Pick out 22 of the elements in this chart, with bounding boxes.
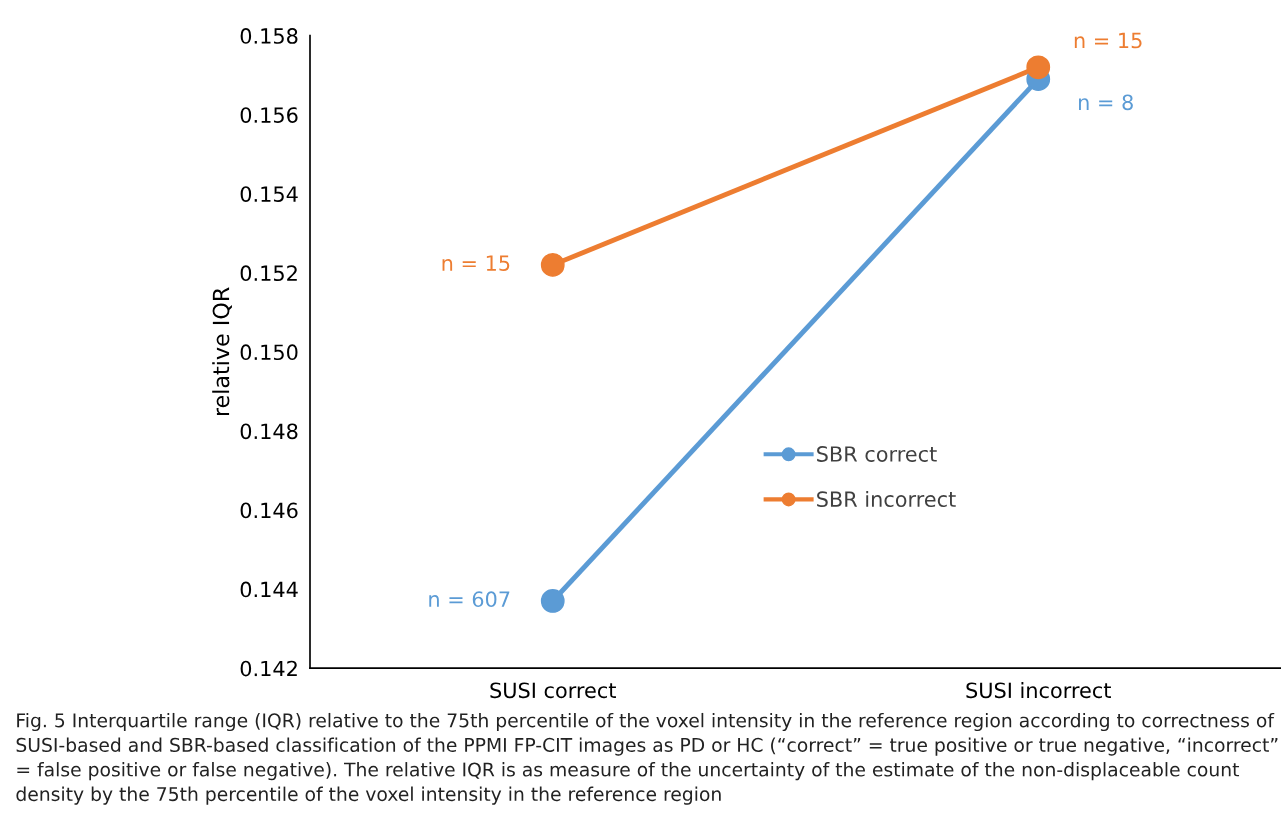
y-tick-label: 0.156 xyxy=(240,107,298,123)
point xyxy=(1026,55,1051,80)
x-tick-label: SUSI correct xyxy=(490,682,616,699)
legend-label: SBR correct xyxy=(817,446,937,462)
y-tick-label: 0.150 xyxy=(240,344,298,361)
y-tick-label: 0.144 xyxy=(240,581,298,598)
caption: Fig. 5 Interquartile range (IQR) relative to the 75th percentile of the voxel intensity in the reference region according to correctness of SUSI-based and SBR-based classification of the PPMI FP-CIT images as PD or HC (“correct” = true positive or true negative, “incorrect” = false positive or false negative). The relative IQR is as measure of the uncertainty of the estimate of the non-displaceable count density by the 75th percentile of the voxel intensity in the reference region xyxy=(16,712,1278,805)
y-tick-label: 0.152 xyxy=(240,265,297,282)
point xyxy=(540,253,565,277)
y-tick-label: 0.158 xyxy=(240,28,298,44)
y-tick-label: 0.148 xyxy=(240,423,298,440)
x-tick-label: SUSI incorrect xyxy=(966,682,1111,699)
y-tick-label: 0.146 xyxy=(240,502,298,519)
y-tick-label: 0.154 xyxy=(240,186,298,202)
annotation: n = 15 xyxy=(1074,32,1142,49)
legend-label: SBR incorrect xyxy=(817,490,956,508)
annotation: n = 8 xyxy=(1079,94,1133,111)
annotation: n = 15 xyxy=(442,255,510,271)
y-axis-title: relative IQR xyxy=(212,287,232,416)
y-tick-label: 0.142 xyxy=(240,660,297,677)
point xyxy=(540,589,565,613)
annotation: n = 607 xyxy=(429,591,510,608)
